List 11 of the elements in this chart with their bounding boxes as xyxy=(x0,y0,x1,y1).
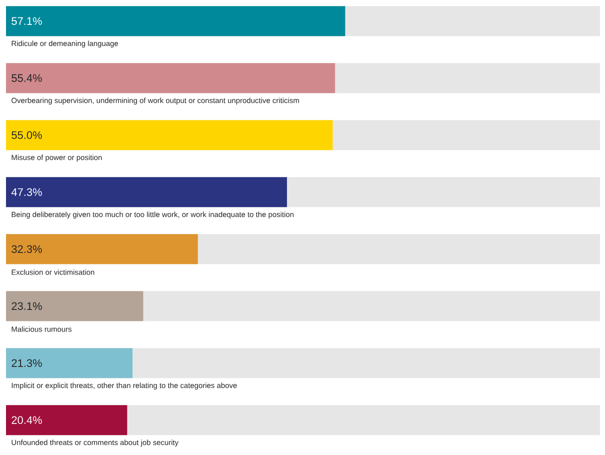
data-label: 47.3% xyxy=(11,188,42,196)
data-label: 32.3% xyxy=(12,245,42,253)
bar xyxy=(6,348,133,378)
data-label: 20.4% xyxy=(12,416,42,424)
data-label: 55.4% xyxy=(12,74,42,82)
bar xyxy=(6,405,128,436)
data-label: 21.3% xyxy=(12,359,42,367)
bar xyxy=(6,291,144,322)
data-label: 57.1% xyxy=(12,17,42,25)
data-label: 23.1% xyxy=(12,302,42,310)
data-label: 55.0% xyxy=(12,131,42,139)
